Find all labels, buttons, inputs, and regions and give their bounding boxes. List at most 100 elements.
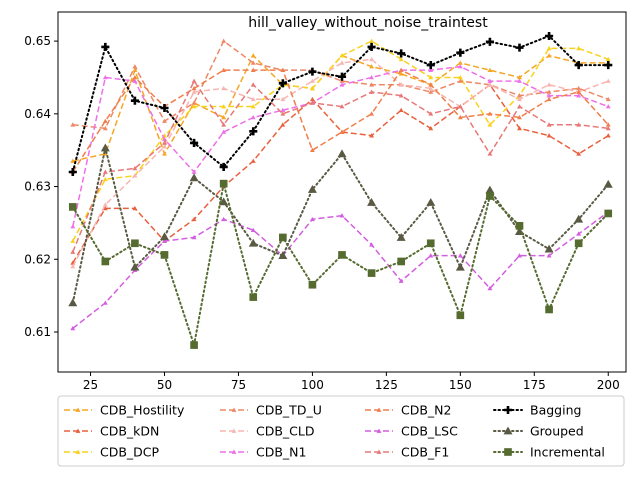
legend-label: CDB_LSC	[401, 424, 458, 439]
data-point-cdb-dcp	[605, 56, 611, 62]
data-point-bagging	[219, 162, 228, 171]
data-point-cdb-cld	[132, 173, 138, 178]
legend-item-cdb-td-u: CDB_TD_U	[220, 403, 322, 418]
data-point-cdb-f1	[546, 122, 552, 127]
data-point-incremental	[338, 251, 346, 259]
data-point-cdb-dcp	[369, 38, 375, 43]
data-point-grouped	[307, 184, 317, 193]
data-point-cdb-hostility	[162, 151, 167, 156]
legend-label: CDB_Hostility	[100, 403, 185, 418]
data-point-grouped	[426, 198, 436, 206]
data-point-cdb-td-u	[369, 82, 375, 87]
data-point-cdb-dcp	[428, 75, 434, 80]
data-point-cdb-cld	[162, 144, 167, 149]
legend-item-cdb-cld: CDB_CLD	[220, 424, 315, 439]
data-point-cdb-cld	[221, 85, 227, 91]
data-point-cdb-n1	[102, 75, 108, 80]
legend-label: Incremental	[530, 445, 605, 460]
data-point-cdb-hostility	[457, 60, 463, 65]
chart-title: hill_valley_without_noise_traintest	[248, 15, 488, 31]
legend-item-cdb-n2: CDB_N2	[365, 403, 451, 418]
data-point-cdb-td-u	[221, 38, 227, 43]
data-point-cdb-n2	[132, 75, 138, 80]
data-point-cdb-lsc	[487, 285, 493, 291]
data-point-cdb-td-u	[605, 96, 611, 102]
data-point-bagging	[130, 96, 139, 105]
legend-label: CDB_TD_U	[256, 403, 322, 418]
data-point-cdb-n1	[457, 64, 463, 69]
data-point-bagging	[101, 42, 110, 51]
data-point-grouped	[130, 262, 140, 271]
data-point-grouped	[68, 298, 78, 307]
data-point-cdb-kdn	[102, 205, 108, 211]
legend-label: CDB_F1	[401, 445, 449, 460]
data-point-cdb-hostility	[250, 53, 256, 58]
data-point-incremental	[279, 233, 287, 242]
data-point-cdb-kdn	[517, 125, 522, 131]
y-tick-label: 0.61	[24, 325, 51, 339]
data-point-cdb-n2	[280, 67, 286, 73]
legend-item-cdb-n1: CDB_N1	[220, 445, 306, 460]
data-point-cdb-n2	[605, 122, 611, 127]
data-point-bagging	[68, 167, 77, 177]
x-axis: 25 50 75 100 125 150 175 200	[83, 372, 620, 392]
data-point-bagging	[574, 61, 583, 70]
legend-swatch-marker	[75, 428, 81, 433]
x-tick-label: 150	[449, 378, 472, 392]
data-point-bagging	[160, 103, 169, 113]
data-point-cdb-hostility	[369, 64, 375, 69]
data-point-cdb-dcp	[309, 85, 315, 91]
data-point-cdb-lsc	[70, 325, 76, 331]
legend-swatch-marker	[75, 449, 81, 454]
data-point-cdb-td-u	[546, 89, 552, 94]
data-point-incremental	[101, 257, 110, 266]
data-point-cdb-n1	[605, 104, 611, 109]
data-point-cdb-dcp	[70, 238, 76, 243]
data-point-cdb-td-u	[250, 60, 256, 65]
x-tick-label: 175	[523, 378, 546, 392]
x-tick-label: 75	[231, 378, 246, 392]
data-point-cdb-hostility	[221, 115, 227, 120]
data-point-cdb-cld	[487, 82, 493, 87]
data-point-cdb-kdn	[576, 151, 582, 156]
data-point-cdb-lsc	[339, 213, 345, 218]
data-point-cdb-n1	[221, 129, 227, 134]
data-point-cdb-n1	[576, 93, 582, 98]
data-point-cdb-f1	[398, 93, 404, 98]
data-point-incremental	[574, 239, 583, 248]
data-point-cdb-lsc	[221, 216, 227, 222]
data-point-cdb-dcp	[191, 104, 197, 109]
data-point-bagging	[515, 43, 524, 52]
data-point-grouped	[367, 198, 377, 206]
data-point-incremental	[456, 311, 465, 320]
data-point-cdb-lsc	[576, 231, 582, 236]
data-point-cdb-f1	[517, 104, 522, 109]
x-tick-label: 200	[597, 378, 620, 392]
data-point-cdb-n1	[517, 78, 522, 83]
data-point-incremental	[604, 209, 613, 218]
y-tick-label: 0.64	[24, 107, 51, 121]
data-point-bagging	[249, 127, 258, 136]
legend-item-cdb-dcp: CDB_DCP	[64, 445, 160, 460]
data-point-cdb-n1	[250, 115, 256, 120]
data-point-cdb-kdn	[309, 96, 315, 102]
y-tick-label: 0.62	[24, 252, 51, 266]
data-point-cdb-n2	[309, 147, 315, 153]
series-layer	[68, 31, 613, 349]
data-point-incremental	[486, 192, 494, 200]
legend-swatch-marker	[504, 448, 512, 456]
series-cdb-lsc	[70, 209, 611, 331]
legend-item-incremental: Incremental	[493, 445, 605, 460]
data-point-cdb-lsc	[309, 216, 315, 222]
data-point-cdb-f1	[132, 165, 138, 171]
data-point-cdb-hostility	[398, 71, 404, 76]
data-point-cdb-f1	[576, 122, 582, 127]
data-point-cdb-cld	[605, 78, 611, 83]
data-point-cdb-lsc	[162, 238, 167, 243]
legend-label: CDB_DCP	[100, 445, 160, 460]
data-point-grouped	[248, 238, 258, 247]
data-point-cdb-cld	[517, 96, 522, 102]
data-point-cdb-td-u	[517, 93, 522, 98]
data-point-cdb-td-u	[339, 78, 345, 83]
